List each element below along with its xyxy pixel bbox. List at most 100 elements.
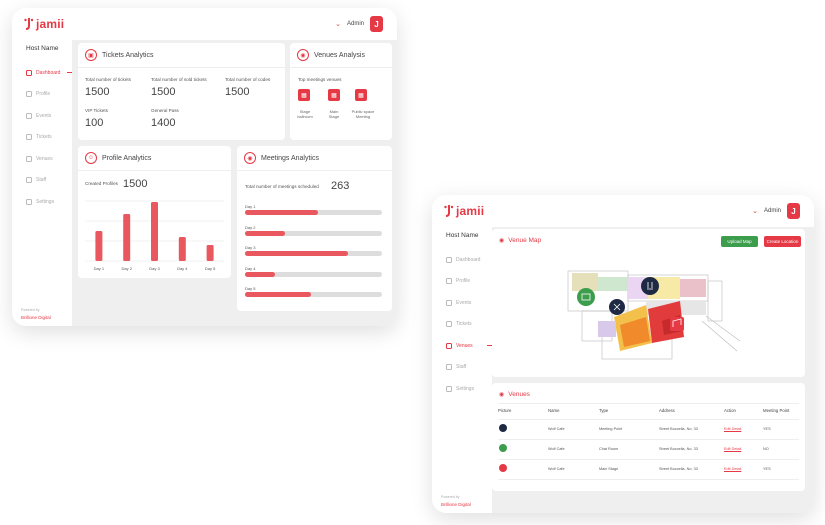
sidebar-item-settings[interactable]: Settings	[446, 378, 480, 400]
meeting-day-label: Day 5	[245, 286, 256, 291]
avatar[interactable]: J	[787, 203, 800, 219]
sidebar-item-label: Profile	[36, 91, 51, 98]
table-header: Action	[724, 408, 736, 413]
sidebar-item-venues[interactable]: Venues	[26, 148, 60, 170]
meeting-progress-fill	[245, 251, 348, 256]
pin-icon: ◉	[297, 49, 309, 61]
ticket-icon	[446, 321, 452, 328]
vip-label: VIP Tickets	[85, 108, 108, 113]
grid-icon	[446, 256, 452, 263]
sidebar: Host Name Dashboard Profile Events Tickets V…	[432, 227, 492, 513]
upload-map-button[interactable]: Upload Map	[721, 236, 758, 247]
sidebar: Host Name Dashboard Profile Events Tickets V…	[12, 40, 72, 326]
table-cell-name: Wolf Cafe	[548, 447, 565, 451]
tickets-card-header: ▣ Tickets Analytics	[78, 43, 285, 68]
meetings-title: Meetings Analytics	[261, 154, 319, 162]
venue-picture	[499, 424, 507, 432]
sidebar-item-label: Venues	[456, 342, 473, 349]
venues-title: Venues Analysis	[314, 51, 365, 59]
sidebar-nav: Dashboard Profile Events Tickets Venues Staff…	[446, 249, 492, 400]
sidebar-item-events[interactable]: Events	[446, 292, 480, 314]
logo-icon	[444, 205, 453, 217]
sidebar-item-tickets[interactable]: Tickets	[26, 127, 60, 149]
building-icon[interactable]: ▦	[355, 89, 367, 101]
user-icon	[446, 278, 452, 285]
company-link[interactable]: Brillione Digital	[441, 502, 471, 507]
chat-room-marker[interactable]	[577, 288, 595, 306]
logo[interactable]: jamii	[24, 17, 64, 31]
create-location-button[interactable]: Create Location	[764, 236, 801, 247]
venue-map-card: ◉ Venue Map Upload Map Create Location	[492, 229, 805, 377]
user-icon	[26, 91, 32, 98]
building-icon[interactable]: ▦	[328, 89, 340, 101]
meeting-progress-track	[245, 271, 382, 277]
meeting-progress-track	[245, 292, 382, 297]
venues-card-header: ◉ Venues Analysis	[290, 43, 392, 68]
user-menu[interactable]: ⌄ Admin J	[752, 203, 800, 219]
meetings-card: ◉ Meetings Analytics Total number of mee…	[237, 146, 392, 311]
sidebar-item-label: Settings	[456, 385, 475, 392]
profile-title: Profile Analytics	[102, 154, 152, 162]
total-tickets-value: 1500	[85, 86, 110, 98]
sold-tickets-value: 1500	[151, 86, 176, 98]
created-profiles-label: Created Profiles	[85, 181, 118, 186]
sidebar-item-label: Tickets	[36, 134, 52, 141]
pin-icon	[446, 342, 452, 349]
sidebar-item-events[interactable]: Events	[26, 105, 60, 127]
logo[interactable]: jamii	[444, 204, 484, 218]
meetings-total-value: 263	[331, 180, 350, 192]
venue-floor-map[interactable]	[562, 261, 742, 369]
company-link[interactable]: Brillione Digital	[21, 315, 51, 320]
table-header: Meeting Point	[763, 408, 790, 413]
chart-bar[interactable]	[178, 237, 186, 261]
main-stage-marker[interactable]	[670, 317, 684, 331]
chart-tick-label: Day 4	[177, 266, 188, 271]
building-icon[interactable]: ▦	[298, 89, 310, 101]
meeting-point-marker[interactable]	[641, 277, 659, 295]
powered-label: Powered by	[441, 495, 460, 499]
pin-icon: ◉	[499, 392, 505, 398]
row-divider	[498, 419, 799, 420]
avatar[interactable]: J	[370, 16, 383, 32]
sidebar-item-profile[interactable]: Profile	[26, 84, 60, 106]
chart-tick-label: Day 5	[205, 266, 216, 271]
sidebar-item-venues[interactable]: Venues	[446, 335, 492, 357]
chart-bar[interactable]	[95, 231, 103, 261]
chart-tick-label: Day 1	[94, 266, 105, 271]
chart-bar[interactable]	[151, 202, 158, 261]
venue-1-line1: Stage	[299, 109, 311, 114]
powered-label: Powered by	[21, 308, 40, 312]
sidebar-item-label: Staff	[456, 364, 467, 371]
sidebar-item-tickets[interactable]: Tickets	[446, 314, 480, 336]
venues-table-header: ◉ Venues	[499, 391, 530, 398]
chart-bar[interactable]	[206, 245, 214, 261]
user-menu[interactable]: ⌄ Admin J	[335, 16, 383, 32]
meeting-day-label: Day 2	[245, 224, 256, 230]
venue-3-line2: Meeting	[355, 114, 371, 119]
sidebar-item-settings[interactable]: Settings	[26, 191, 60, 213]
row-divider	[498, 459, 799, 460]
edit-detail-link[interactable]: Edit Detail	[724, 447, 742, 451]
topbar: jamii ⌄ Admin J	[432, 195, 814, 227]
venues-main: ◉ Venue Map Upload Map Create Location	[492, 227, 814, 513]
sidebar-item-label: Events	[456, 299, 472, 306]
host-name: Host Name	[446, 232, 479, 239]
host-name: Host Name	[26, 45, 59, 52]
meetings-card-header: ◉ Meetings Analytics	[237, 146, 392, 171]
venue-label-1: Stage ballroom	[294, 109, 316, 119]
row-divider	[498, 479, 799, 480]
sidebar-item-profile[interactable]: Profile	[446, 271, 480, 293]
venue-2-line1: Main	[329, 109, 339, 114]
sidebar-item-label: Settings	[36, 198, 55, 205]
sidebar-item-staff[interactable]: Staff	[26, 170, 60, 192]
sidebar-item-staff[interactable]: Staff	[446, 357, 480, 379]
chart-tick-label: Day 3	[149, 266, 160, 271]
sold-tickets-label: Total number of sold tickets	[151, 77, 207, 82]
edit-detail-link[interactable]: Edit Detail	[724, 467, 742, 471]
sidebar-item-dashboard[interactable]: Dashboard	[446, 249, 480, 271]
chart-bar[interactable]	[123, 214, 131, 261]
profile-bar-chart: Day 1 Day 2 Day 3 Day 4 Day 5	[85, 200, 224, 271]
sidebar-item-dashboard[interactable]: Dashboard	[26, 62, 72, 84]
edit-detail-link[interactable]: Edit Detail	[724, 427, 742, 431]
ticket-icon: ▣	[85, 49, 97, 61]
